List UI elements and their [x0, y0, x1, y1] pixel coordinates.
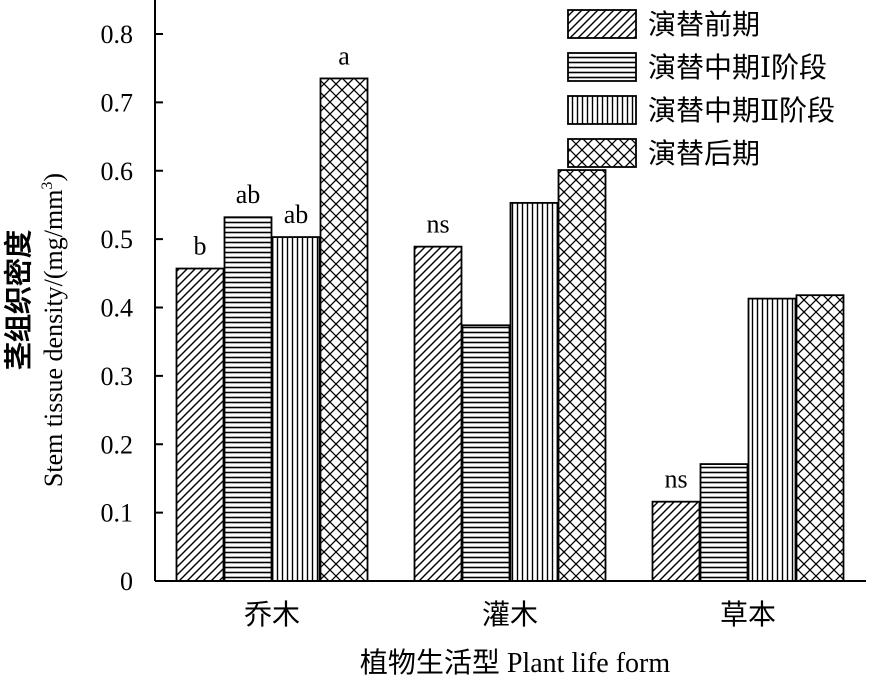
bar: [175, 267, 225, 582]
bar: [699, 463, 749, 582]
legend-swatch: [567, 95, 637, 125]
legend-label: 演替中期Ⅱ阶段: [648, 95, 835, 127]
legend-swatch: [567, 9, 637, 39]
axes: 0 0.1 0.2 0.3 0.4 0.5 0.6 0.7 0.8 乔木 灌木 草本: [101, 0, 866, 631]
legend-swatch: [567, 138, 637, 168]
bar: [461, 324, 511, 582]
significance-label: b: [194, 232, 207, 261]
y-axis-label-zh: 茎组织密度: [2, 230, 35, 370]
bar: [271, 236, 321, 582]
x-tick-label: 灌木: [482, 599, 538, 631]
y-axis-label-close: ): [39, 173, 68, 182]
significance-label: ns: [664, 465, 687, 494]
legend-swatch: [567, 52, 637, 82]
significance-label: ab: [236, 180, 261, 209]
x-tick-label: 草本: [720, 599, 776, 631]
bar: [319, 77, 369, 582]
y-tick-label: 0.7: [101, 88, 134, 117]
significance-label: ab: [284, 200, 309, 229]
y-tick-label: 0.8: [101, 20, 134, 49]
y-tick-label: 0: [120, 567, 133, 596]
y-tick-label: 0.6: [101, 157, 134, 186]
legend-label: 演替前期: [648, 9, 760, 41]
significance-label: ns: [426, 210, 449, 239]
y-tick-label: 0.3: [101, 362, 134, 391]
bar: [509, 201, 559, 582]
y-tick-label: 0.1: [101, 499, 134, 528]
x-tick-label: 乔木: [244, 599, 300, 631]
legend-label: 演替中期Ⅰ阶段: [648, 52, 827, 84]
y-tick-label: 0.5: [101, 225, 134, 254]
y-tick-label: 0.4: [101, 294, 134, 323]
bar: [413, 245, 463, 582]
x-axis-label: 植物生活型 Plant life form: [360, 647, 671, 679]
bar: [651, 500, 701, 582]
bar: [795, 294, 845, 582]
bar: [557, 169, 607, 582]
significance-label: a: [338, 41, 350, 70]
y-tick-label: 0.2: [101, 430, 134, 459]
legend-label: 演替后期: [648, 138, 760, 170]
y-axis-label-superscript: 3: [39, 182, 56, 190]
bar: [223, 216, 273, 582]
y-axis-label-en: Stem tissue density/(mg/mm: [39, 190, 68, 488]
bar: [747, 297, 797, 582]
y-axis-label: Stem tissue density/(mg/mm3): [39, 173, 68, 487]
